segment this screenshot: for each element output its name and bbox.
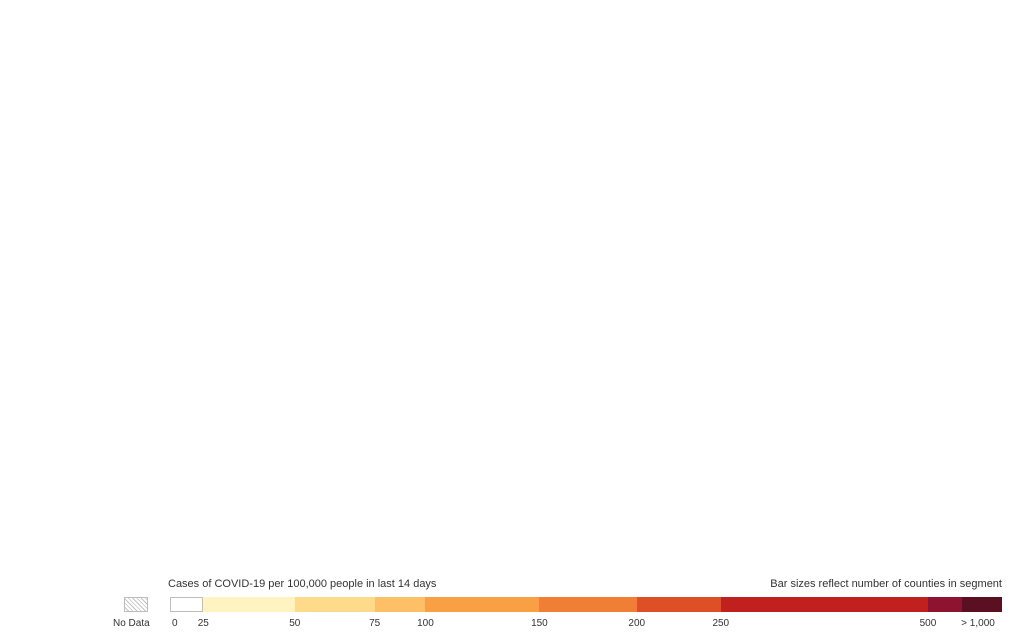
legend-segment	[425, 597, 540, 612]
choropleth-map	[0, 0, 1024, 578]
legend-tick-label: 0	[172, 618, 178, 629]
no-data-swatch	[124, 597, 148, 612]
legend-color-bar	[170, 597, 1002, 612]
legend-segment	[636, 597, 721, 612]
legend-tick-label: 200	[628, 618, 646, 629]
legend-tick-label: 250	[712, 618, 730, 629]
legend-tick-label: 75	[369, 618, 381, 629]
no-data-label: No Data	[113, 618, 150, 629]
legend-tick-label: > 1,000	[961, 618, 995, 629]
legend-segment	[962, 597, 1002, 612]
legend-title: Cases of COVID-19 per 100,000 people in …	[168, 578, 437, 590]
legend-segment	[927, 597, 962, 612]
legend-segment	[720, 597, 928, 612]
legend-tick-label: 50	[289, 618, 301, 629]
legend-segment	[203, 597, 295, 612]
legend-tick-label: 100	[417, 618, 434, 629]
legend-note: Bar sizes reflect number of counties in …	[770, 578, 1002, 590]
legend-tick-labels: 0 25 50 75 100 150 200 250 500 > 1,000	[170, 618, 1002, 632]
legend-segment	[539, 597, 637, 612]
legend-segment	[170, 597, 204, 612]
legend-tick-label: 25	[197, 618, 209, 629]
legend-tick-label: 500	[919, 618, 937, 629]
map-svg	[0, 0, 1024, 578]
legend-segment	[294, 597, 375, 612]
map-legend: Cases of COVID-19 per 100,000 people in …	[0, 578, 1024, 640]
legend-tick-label: 150	[531, 618, 548, 629]
legend-segment	[374, 597, 426, 612]
